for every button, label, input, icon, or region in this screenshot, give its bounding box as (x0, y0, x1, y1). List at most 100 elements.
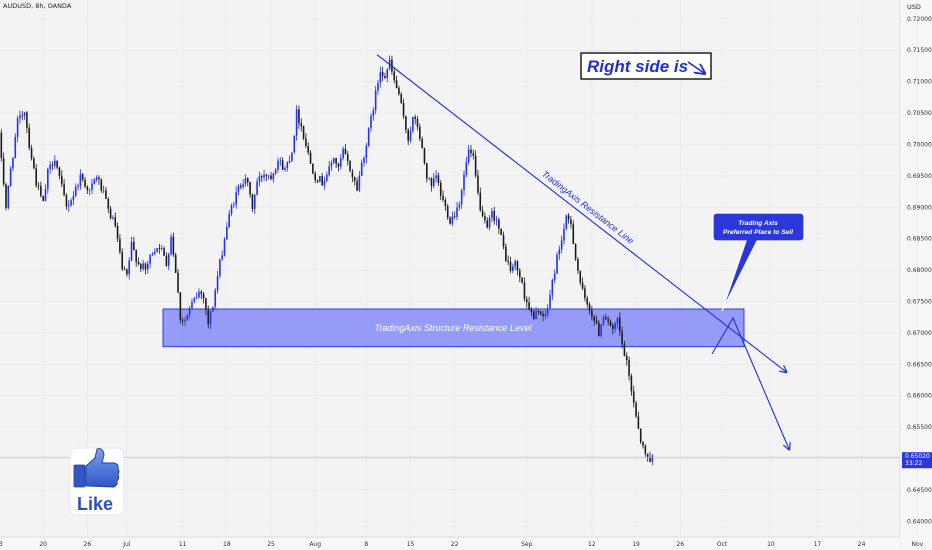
candle (525, 296, 528, 308)
candle (498, 217, 500, 235)
candle (102, 185, 105, 194)
candle (209, 310, 212, 330)
candle (630, 373, 633, 396)
candle (267, 174, 270, 180)
price-tick: 0.69500 (907, 173, 932, 180)
candle (2, 152, 5, 187)
candle (353, 176, 356, 186)
candle (432, 173, 435, 189)
price-tick: 0.70000 (907, 141, 932, 148)
candle (609, 319, 612, 327)
candle (386, 68, 389, 83)
plot-area[interactable] (0, 0, 900, 537)
candle (72, 190, 75, 206)
price-tick: 0.66500 (907, 361, 932, 368)
candle (519, 268, 521, 283)
candle (84, 176, 86, 189)
resistance-trendline[interactable] (376, 54, 786, 372)
last-price-tag: 0.65020 33:22 (902, 452, 932, 469)
candle (202, 291, 205, 304)
candle (588, 301, 591, 315)
candle (635, 400, 637, 418)
time-tick: 26 (676, 541, 684, 548)
candle (328, 161, 330, 177)
candle (539, 310, 542, 316)
candle (395, 75, 398, 89)
candle (63, 178, 65, 197)
candle (551, 278, 554, 301)
candle (281, 157, 284, 170)
time-tick: Aug (309, 541, 321, 548)
candle (293, 135, 296, 154)
candle (370, 113, 372, 132)
candle (149, 254, 151, 268)
candle (298, 105, 300, 129)
candle (574, 243, 577, 262)
candle (651, 453, 654, 466)
candle (70, 198, 72, 207)
candle (133, 236, 135, 251)
candle (598, 320, 600, 337)
candle (251, 193, 254, 213)
candle (560, 235, 563, 254)
candle (235, 186, 237, 209)
symbol-header: AUDUSD, 8h, OANDA (3, 2, 72, 10)
candle (277, 157, 279, 173)
like-badge[interactable]: Like (69, 447, 125, 516)
candle (123, 266, 126, 270)
candle (116, 222, 119, 242)
candle (260, 174, 263, 182)
candle (65, 193, 68, 210)
time-tick: 26 (84, 541, 92, 548)
candle (407, 128, 409, 146)
candle (435, 170, 437, 183)
candle (493, 206, 496, 225)
candle (330, 159, 333, 171)
candle (465, 156, 468, 178)
candle (467, 145, 470, 165)
time-tick: Nov (912, 541, 924, 548)
candle (509, 256, 512, 274)
time-tick: 10 (767, 541, 775, 548)
candle (242, 179, 244, 190)
candle (426, 162, 428, 183)
candle (553, 269, 556, 284)
candle (156, 247, 158, 253)
structure-resistance-zone[interactable] (162, 308, 745, 348)
candle (416, 116, 419, 131)
candle (49, 161, 51, 175)
candle (372, 107, 375, 121)
candle (593, 314, 595, 326)
candle (121, 248, 124, 272)
candle (219, 258, 221, 279)
candle (316, 179, 319, 184)
candle (521, 277, 523, 284)
candle (151, 251, 154, 257)
time-axis[interactable] (0, 537, 900, 550)
candle (621, 326, 623, 349)
candle (74, 183, 77, 198)
candle (374, 85, 377, 115)
candle (114, 212, 117, 228)
candle (514, 259, 516, 271)
candle (565, 214, 568, 231)
time-tick: Jul (122, 541, 131, 548)
candle (456, 201, 458, 221)
candle (365, 142, 368, 164)
candle (147, 260, 149, 274)
candle (512, 263, 514, 274)
candle (542, 310, 544, 322)
candle (570, 216, 572, 229)
candles (0, 55, 654, 466)
candle (105, 186, 107, 200)
price-tick: 0.66000 (907, 393, 932, 400)
candle (605, 313, 607, 320)
candle (377, 80, 379, 95)
candle (47, 167, 49, 194)
candle (381, 66, 384, 82)
candle (137, 257, 140, 266)
candle (414, 114, 416, 125)
candle (100, 178, 103, 193)
